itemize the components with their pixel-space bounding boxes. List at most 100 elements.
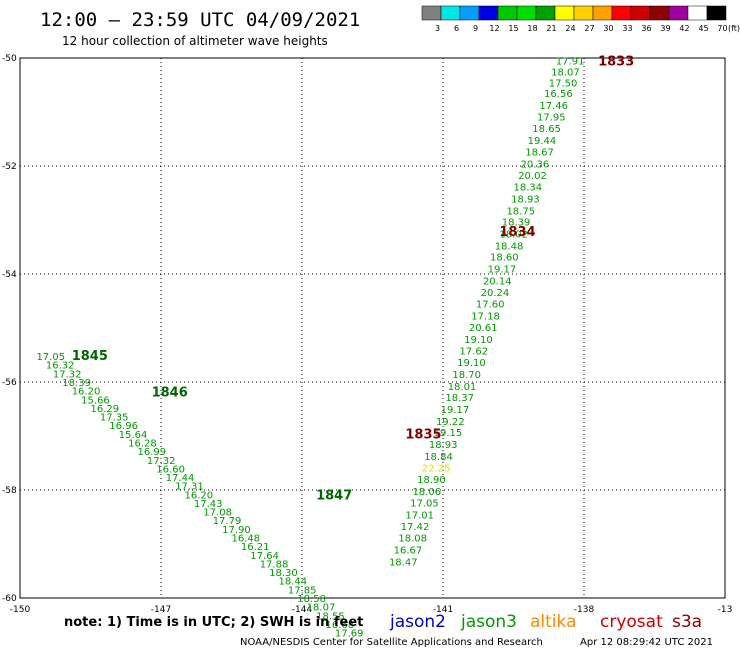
colorbar-label: 18 [527,24,537,33]
plot-frame [19,57,726,599]
swh-point: 17.69 [335,629,364,640]
swh-point: 19.17 [441,405,470,416]
colorbar-swatch [706,5,727,21]
colorbar-swatch [573,5,594,21]
timestamp-text: Apr 12 08:29:42 UTC 2021 [580,637,713,648]
swh-point: 18.47 [389,557,418,568]
swh-point: 18.39 [62,378,91,389]
swh-point: 18.48 [495,241,524,252]
colorbar-swatch [497,5,518,21]
swh-point: 16.21 [241,542,270,553]
credit-text: NOAA/NESDIS Center for Satellite Applica… [240,637,543,648]
swh-point: 16.60 [156,464,185,475]
swh-point: 20.61 [469,323,498,334]
satellite-legend: jason2 jason3 altika cryosat s3a [389,612,702,632]
colorbar-swatch [630,5,651,21]
swh-point: 19.10 [464,335,493,346]
swh-point: 18.67 [525,147,554,158]
swh-point: 20.02 [518,171,547,182]
colorbar-unit: (ft) [728,24,740,33]
swh-point: 17.88 [260,559,289,570]
colorbar-label: 21 [546,24,556,33]
swh-point: 17.62 [459,347,488,358]
colorbar-label: 24 [565,24,575,33]
colorbar-swatch [554,5,575,21]
colorbar-swatch [649,5,670,21]
satellite-label: jason3 [460,612,517,632]
swh-point: 22.25 [422,463,451,474]
swh-point: 19.17 [488,265,517,276]
swh-point: 15.66 [81,395,110,406]
swh-point: 16.32 [46,361,75,372]
swh-point: 15.64 [119,430,148,441]
swh-point: 18.44 [279,577,308,588]
y-tick-label: -52 [2,162,17,172]
swh-point: 18.34 [514,183,543,194]
swh-point: 19.10 [457,358,486,369]
x-tick-label: -13 [718,605,733,615]
swh-point: 18.84 [424,452,453,463]
swh-point: 18.60 [490,253,519,264]
swh-point: 17.05 [36,352,65,363]
colorbar-label: 3 [435,24,440,33]
satellite-label: s3a [672,612,702,632]
swh-point: 18.07 [307,603,336,614]
swh-point: 17.50 [549,78,578,89]
swh-point: 16.20 [72,387,101,398]
swh-point: 17.64 [250,551,279,562]
swh-point: 18.90 [417,475,446,486]
swh-point: 18.08 [398,534,427,545]
swh-point: 17.85 [288,585,317,596]
satellite-label: jason2 [389,612,446,632]
swh-point: 17.46 [539,101,568,112]
swh-point: 16.67 [394,545,423,556]
x-tick-label: -150 [10,605,31,615]
chart-subtitle: 12 hour collection of altimeter wave hei… [62,34,328,48]
swh-point: 16.48 [232,534,261,545]
x-tick-label: -144 [292,605,313,615]
pass-label: 1845 [72,349,108,364]
y-tick-label: -58 [2,486,17,496]
swh-point: 18.30 [269,568,298,579]
colorbar-swatch [421,5,442,21]
swh-point: 16.20 [185,490,214,501]
swh-point: 19.44 [528,136,557,147]
colorbar-swatch [440,5,461,21]
colorbar-label: 42 [679,24,689,33]
swh-point: 16.99 [138,447,167,458]
colorbar-swatch [687,5,708,21]
swh-point: 17.79 [213,516,242,527]
swh-point: 16.68 [326,620,355,631]
swh-point: 18.75 [506,206,535,217]
swh-point: 18.01 [448,382,477,393]
colorbar-swatch [478,5,499,21]
swh-point: 18.02 [499,230,528,241]
swh-point: 16.29 [91,404,120,415]
swh-point: 17.32 [53,369,82,380]
swh-point: 17.08 [203,508,232,519]
x-tick-label: -147 [151,605,171,615]
swh-point: 19.22 [436,417,465,428]
swh-point: 20.36 [521,159,550,170]
swh-point: 17.05 [410,498,439,509]
swh-point: 17.18 [471,312,500,323]
colorbar-label: 6 [454,24,459,33]
swh-point: 17.42 [401,522,430,533]
y-tick-label: -50 [2,54,17,64]
y-tick-label: -60 [2,594,17,604]
swh-point: 18.93 [511,194,540,205]
swh-point: 18.58 [297,594,326,605]
swh-point: 20.24 [481,288,510,299]
colorbar-legend: 3 6 9 12 15 18 21 24 27 30 33 36 39 42 45 70 (ft) [421,5,740,33]
x-tick-label: -141 [433,605,453,615]
swh-point: 18.70 [452,370,481,381]
data-points: 17.9118.0717.5016.5617.4617.9518.6519.44… [36,55,634,640]
swh-point: 17.35 [100,413,129,424]
pass-label: 1847 [316,488,352,503]
colorbar-label: 45 [698,24,708,33]
colorbar-swatch [516,5,537,21]
pass-label: 1846 [152,386,188,401]
satellite-label: cryosat [600,612,663,632]
swh-point: 17.95 [537,112,566,123]
